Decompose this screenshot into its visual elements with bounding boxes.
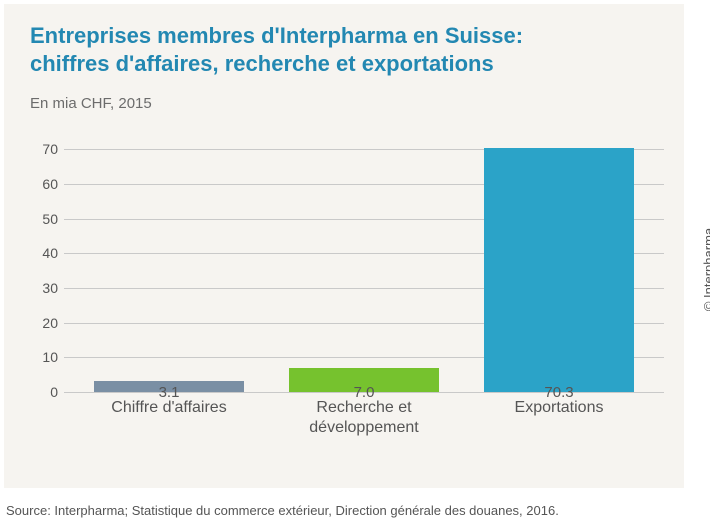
bar: [484, 148, 634, 392]
y-tick-label: 20: [26, 315, 58, 331]
y-tick-label: 30: [26, 280, 58, 296]
y-tick-label: 60: [26, 176, 58, 192]
chart-title: Entreprises membres d'Interpharma en Sui…: [30, 22, 658, 77]
y-tick-label: 70: [26, 141, 58, 157]
x-axis-label: Recherche etdéveloppement: [289, 398, 439, 438]
y-tick-label: 40: [26, 245, 58, 261]
x-axis-label: Exportations: [484, 398, 634, 418]
chart-card: Entreprises membres d'Interpharma en Sui…: [4, 4, 684, 488]
title-line-1: Entreprises membres d'Interpharma en Sui…: [30, 22, 658, 50]
chart-subtitle: En mia CHF, 2015: [30, 95, 658, 112]
y-tick-label: 50: [26, 211, 58, 227]
x-axis-label: Chiffre d'affaires: [94, 398, 244, 418]
y-tick-label: 0: [26, 384, 58, 400]
title-line-2: chiffres d'affaires, recherche et export…: [30, 50, 658, 78]
bars-container: 3.17.070.3: [64, 132, 664, 392]
bar-chart: 010203040506070 3.17.070.3: [64, 132, 664, 392]
source-text: Source: Interpharma; Statistique du comm…: [6, 503, 559, 518]
copyright-text: © Interpharma: [701, 228, 710, 311]
y-tick-label: 10: [26, 349, 58, 365]
